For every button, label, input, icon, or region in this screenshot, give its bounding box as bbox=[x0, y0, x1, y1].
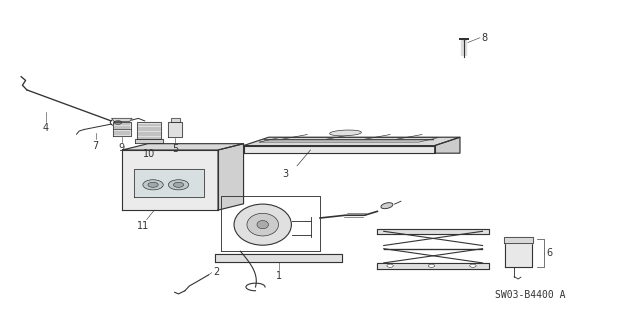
Polygon shape bbox=[378, 229, 489, 234]
Polygon shape bbox=[171, 118, 180, 122]
Circle shape bbox=[168, 180, 189, 190]
Ellipse shape bbox=[257, 220, 268, 229]
Polygon shape bbox=[504, 237, 533, 243]
Polygon shape bbox=[215, 254, 342, 262]
Polygon shape bbox=[244, 145, 435, 153]
Circle shape bbox=[110, 119, 125, 126]
Text: 6: 6 bbox=[546, 248, 552, 258]
Polygon shape bbox=[137, 122, 161, 139]
Text: 5: 5 bbox=[172, 144, 179, 154]
Polygon shape bbox=[435, 137, 460, 153]
Ellipse shape bbox=[234, 204, 291, 245]
Text: 2: 2 bbox=[213, 267, 219, 277]
Polygon shape bbox=[505, 239, 532, 267]
Polygon shape bbox=[122, 144, 244, 150]
Text: 8: 8 bbox=[482, 33, 488, 43]
Text: 4: 4 bbox=[43, 123, 49, 133]
Circle shape bbox=[428, 264, 435, 267]
Circle shape bbox=[470, 264, 476, 267]
Ellipse shape bbox=[381, 203, 393, 209]
Text: 9: 9 bbox=[119, 143, 125, 153]
Polygon shape bbox=[134, 169, 204, 197]
Circle shape bbox=[114, 121, 122, 124]
Text: SW03-B4400 A: SW03-B4400 A bbox=[495, 291, 566, 300]
Polygon shape bbox=[135, 139, 163, 143]
Text: 11: 11 bbox=[137, 221, 149, 231]
Text: 3: 3 bbox=[282, 169, 289, 179]
Polygon shape bbox=[111, 118, 132, 122]
Polygon shape bbox=[168, 122, 182, 137]
Text: 1: 1 bbox=[275, 271, 282, 281]
Text: 10: 10 bbox=[143, 149, 156, 159]
Circle shape bbox=[173, 182, 184, 187]
Circle shape bbox=[148, 182, 158, 187]
Polygon shape bbox=[122, 150, 218, 210]
Ellipse shape bbox=[247, 213, 278, 236]
Ellipse shape bbox=[330, 130, 362, 136]
Text: 7: 7 bbox=[93, 141, 99, 151]
Polygon shape bbox=[113, 122, 131, 136]
Polygon shape bbox=[218, 144, 244, 210]
Polygon shape bbox=[244, 137, 460, 145]
Circle shape bbox=[387, 264, 394, 267]
Polygon shape bbox=[378, 263, 489, 269]
Circle shape bbox=[143, 180, 163, 190]
